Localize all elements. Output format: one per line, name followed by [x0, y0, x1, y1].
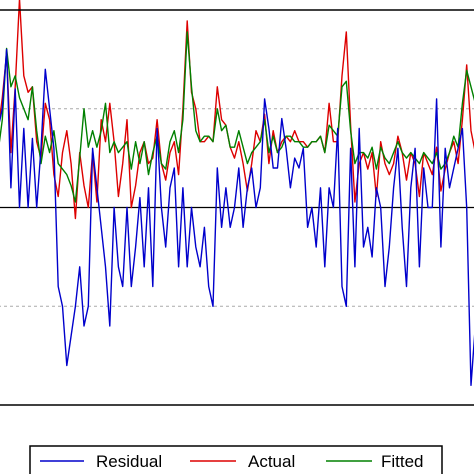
legend: Residual Actual Fitted: [29, 445, 443, 474]
legend-label-residual: Residual: [96, 452, 162, 471]
reference-lines: [0, 108, 474, 307]
plot-frame: [0, 9, 474, 406]
plot-series: [0, 0, 474, 386]
series-line-residual: [0, 48, 474, 386]
legend-box: [29, 445, 443, 474]
legend-label-fitted: Fitted: [381, 452, 424, 471]
legend-label-actual: Actual: [248, 452, 295, 471]
series-line-fitted: [0, 31, 474, 203]
